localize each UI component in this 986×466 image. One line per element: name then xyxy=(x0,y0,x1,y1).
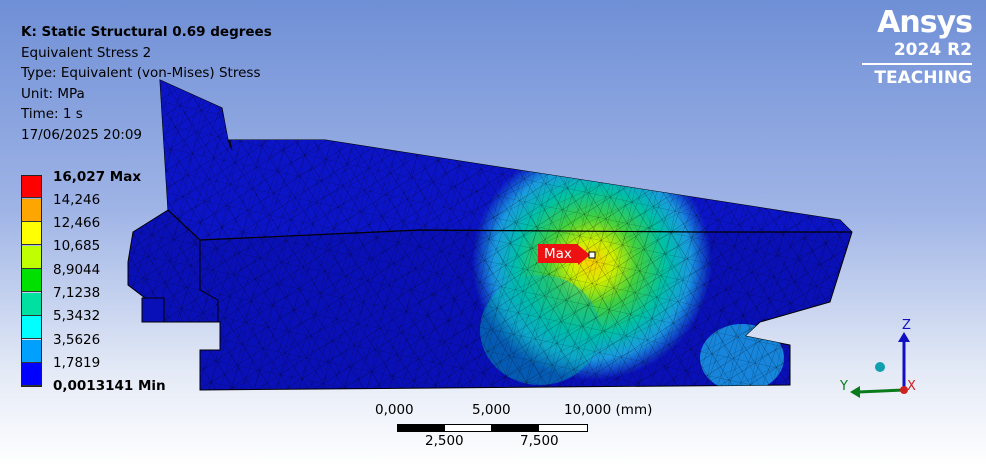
triad-z-label: Z xyxy=(902,318,911,333)
legend-label-7: 5,3432 xyxy=(53,308,101,324)
legend-swatch-1 xyxy=(21,175,42,198)
legend-label-6: 7,1238 xyxy=(53,285,101,301)
result-unit: Unit: MPa xyxy=(21,85,85,102)
legend-swatch-6 xyxy=(21,292,42,316)
legend-label-3: 12,466 xyxy=(53,215,101,231)
result-type: Type: Equivalent (von-Mises) Stress xyxy=(21,65,261,81)
legend-label-9: 1,7819 xyxy=(53,355,101,371)
coordinate-triad[interactable]: Z Y X xyxy=(830,312,930,416)
triad-icon: Z Y X xyxy=(839,318,916,398)
scale-label-10000: 10,000 (mm) xyxy=(564,402,653,418)
logo-brand: Ansys xyxy=(877,5,973,40)
max-label-text: Max xyxy=(538,244,578,263)
scale-segment-1 xyxy=(397,424,445,432)
legend-max-label: 16,027 Max xyxy=(53,169,142,185)
scale-segment-2 xyxy=(444,424,492,432)
legend-min-label: 0,0013141 Min xyxy=(53,378,166,394)
result-time: Time: 1 s xyxy=(21,106,83,122)
scale-label-0: 0,000 xyxy=(375,402,414,418)
legend-swatch-3 xyxy=(21,222,42,245)
legend-label-8: 3,5626 xyxy=(53,332,101,348)
result-date: 17/06/2025 20:09 xyxy=(21,126,143,143)
legend-swatch-4 xyxy=(21,245,42,269)
scale-label-2500: 2,500 xyxy=(425,433,464,449)
logo-divider xyxy=(862,63,972,65)
legend-swatch-8 xyxy=(21,339,42,363)
scale-label-7500: 7,500 xyxy=(520,433,559,449)
legend-swatch-9 xyxy=(21,363,42,386)
result-info-panel: K: Static Structural 0.69 degrees Equiva… xyxy=(21,22,272,145)
logo-edition: TEACHING xyxy=(874,68,972,88)
legend-swatch-2 xyxy=(21,198,42,222)
max-probe-label[interactable]: Max xyxy=(538,244,578,263)
result-name: Equivalent Stress 2 xyxy=(21,44,152,61)
analysis-title: K: Static Structural 0.69 degrees xyxy=(21,24,272,40)
legend-swatch-7 xyxy=(21,316,42,339)
legend-label-2: 14,246 xyxy=(53,192,101,208)
scale-segment-3 xyxy=(491,424,539,432)
max-probe-pointer xyxy=(578,245,596,265)
legend-frame xyxy=(21,175,42,387)
scale-bar: 0,000 5,000 10,000 (mm) 2,500 7,500 xyxy=(360,402,652,452)
triad-x-label: X xyxy=(907,379,916,394)
legend-swatch-5 xyxy=(21,269,42,292)
logo-version: 2024 R2 xyxy=(893,40,972,60)
scale-segment-4 xyxy=(538,424,588,432)
scale-label-5000: 5,000 xyxy=(472,402,511,418)
triad-y-label: Y xyxy=(839,379,848,394)
ansys-logo: Ansys 2024 R2 TEACHING xyxy=(862,5,973,88)
legend-label-5: 8,9044 xyxy=(53,262,101,278)
legend-label-4: 10,685 xyxy=(53,238,101,254)
